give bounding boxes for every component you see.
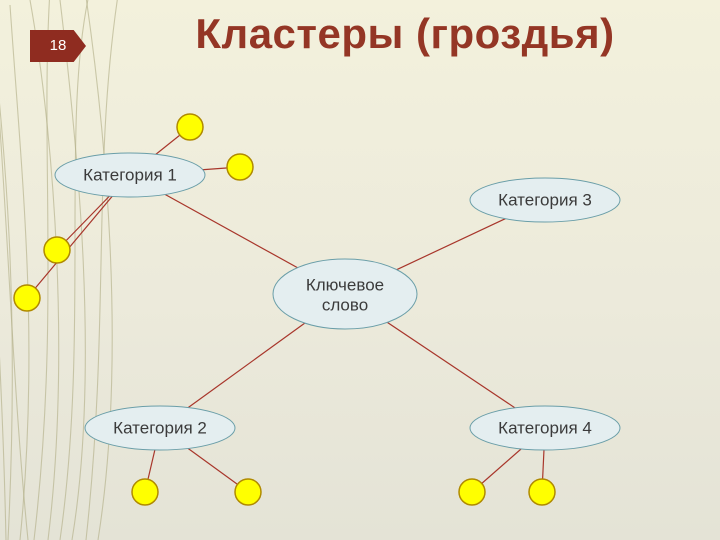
- node-label: Ключевое: [306, 275, 384, 294]
- node-label: Категория 4: [498, 418, 592, 437]
- node-label: Категория 3: [498, 190, 592, 209]
- cluster-diagram: Категория 1 Категория 2 Категория 3 Категор…: [0, 0, 720, 540]
- slide-root: { "page_number": "18", "title": "Кластер…: [0, 0, 720, 540]
- leaf-node: [177, 114, 203, 140]
- leaf-node: [44, 237, 70, 263]
- node-label: Категория 2: [113, 418, 207, 437]
- leaf-node: [14, 285, 40, 311]
- leaf-node: [227, 154, 253, 180]
- leaf-node: [459, 479, 485, 505]
- leaf-node: [529, 479, 555, 505]
- leaf-node: [235, 479, 261, 505]
- node-label: слово: [322, 295, 368, 314]
- leaf-node: [132, 479, 158, 505]
- node-label: Категория 1: [83, 165, 177, 184]
